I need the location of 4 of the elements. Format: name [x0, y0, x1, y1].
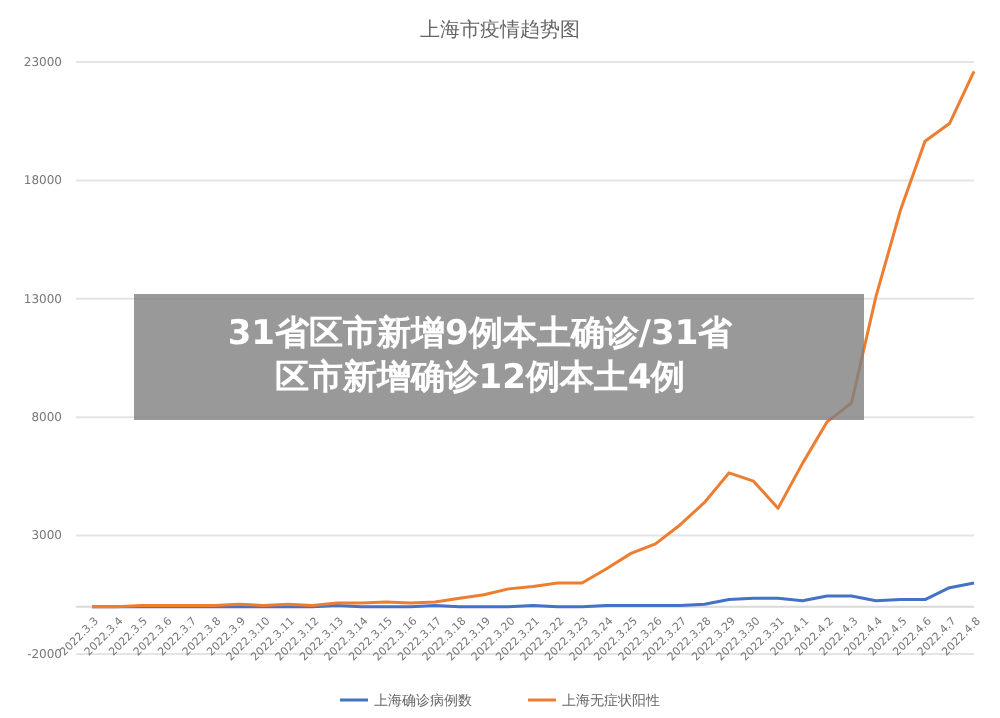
line-series [90, 69, 976, 609]
caption-banner: 31省区市新增9例本土确诊/31省区市新增确诊12例本土4例 [134, 294, 864, 420]
chart-title: 上海市疫情趋势图 [420, 18, 580, 42]
annotation: 31省区市新增9例本土确诊/31省区市新增确诊12例本土4例 [227, 314, 735, 398]
